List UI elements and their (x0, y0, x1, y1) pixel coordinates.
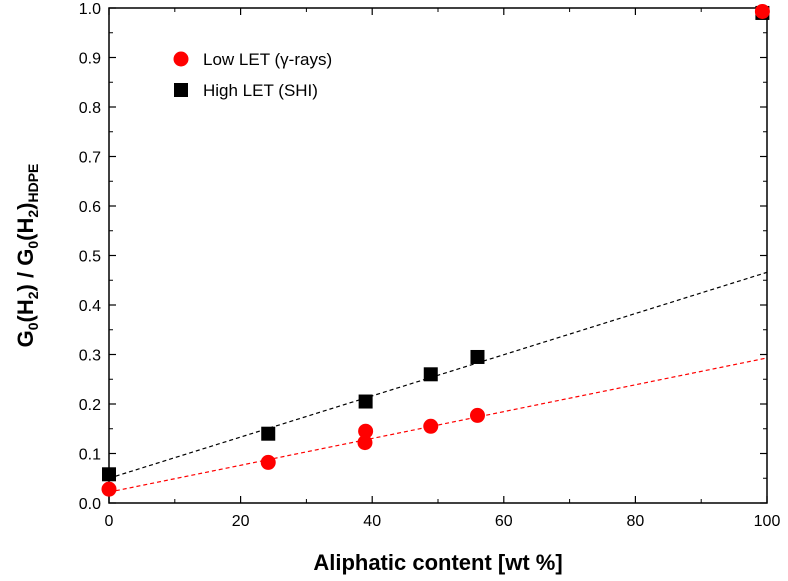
y-tick-label: 0.7 (79, 150, 101, 167)
fit-lines (108, 271, 768, 493)
y-tick-label: 0.9 (79, 51, 101, 68)
x-axis-title: Aliphatic content [wt %] (313, 550, 562, 575)
low-let-point (358, 423, 374, 439)
x-tick-label: 100 (754, 513, 781, 530)
high-let-point (470, 349, 485, 364)
x-tick-label: 80 (627, 513, 645, 530)
y-tick-label: 0.5 (79, 249, 101, 266)
high-let-point (102, 467, 116, 482)
x-tick-label: 40 (363, 513, 381, 530)
y-tick-label: 1.0 (79, 1, 101, 18)
y-tick-label: 0.4 (79, 298, 101, 315)
low-let-point (754, 3, 770, 19)
high-let-point (261, 426, 276, 441)
y-axis-title-part: (H (13, 218, 38, 241)
y-axis-title-part: G (13, 330, 38, 347)
y-axis-title-part: HDPE (25, 164, 41, 203)
y-axis-title: G0(H2) / G0(H2)HDPE (13, 164, 41, 348)
high-let-point (423, 367, 438, 382)
low-let-point (260, 454, 276, 470)
x-tick-label: 0 (105, 513, 114, 530)
ticks: 0 20 40 60 80 100 0.0 0.1 0.2 0.3 0.4 0.5 0.6 0.7 0.8 0… (79, 1, 781, 530)
legend-label-1: Low LET (γ-rays) (203, 50, 332, 69)
y-tick-label: 0.0 (79, 496, 101, 513)
low-let-point (469, 407, 485, 423)
y-tick-label: 0.1 (79, 447, 101, 464)
y-tick-label: 0.6 (79, 199, 101, 216)
low-let-point (423, 418, 439, 434)
y-axis-title-part: 2 (25, 210, 41, 218)
high-let-point (358, 394, 373, 409)
legend-label-2: High LET (SHI) (203, 81, 318, 100)
x-tick-label: 20 (232, 513, 250, 530)
low-let-point (357, 435, 373, 451)
y-tick-label: 0.3 (79, 348, 101, 365)
legend-marker-1 (173, 51, 189, 67)
y-axis-title-part: ) / G (13, 249, 38, 292)
y-tick-label: 0.8 (79, 100, 101, 117)
y-axis-title-part: (H (13, 299, 38, 322)
y-axis-title-part: 2 (25, 291, 41, 299)
y-axis-title-part: 0 (25, 322, 41, 330)
legend: Low LET (γ-rays) High LET (SHI) (173, 50, 332, 100)
data-points (101, 3, 770, 497)
low-let-point (101, 481, 117, 497)
x-tick-label: 60 (495, 513, 513, 530)
y-axis-title-part: ) (13, 203, 38, 210)
y-tick-label: 0.2 (79, 397, 101, 414)
y-axis-title-part: 0 (25, 241, 41, 249)
legend-marker-2 (174, 83, 188, 97)
fit-line-2 (108, 271, 768, 479)
